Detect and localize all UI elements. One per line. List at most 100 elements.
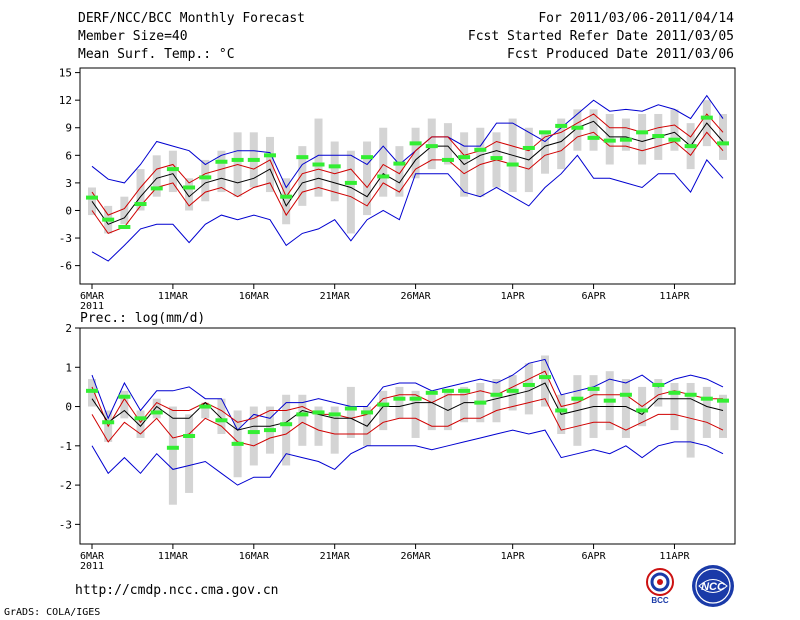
observed-marker <box>522 145 535 150</box>
forecast-period: For 2011/03/06-2011/04/14 <box>538 11 734 26</box>
observed-marker <box>474 147 487 152</box>
ncc-logo-text: NCC <box>701 581 726 593</box>
ensemble-box <box>621 118 630 151</box>
ensemble-box <box>719 113 727 160</box>
y-tick-label: -6 <box>59 260 72 273</box>
observed-marker <box>102 217 115 222</box>
ensemble-box <box>120 390 129 419</box>
observed-marker <box>490 156 503 161</box>
ensemble-box <box>427 394 436 431</box>
variable-label: Mean Surf. Temp.: °C <box>78 47 235 62</box>
observed-marker <box>296 155 309 160</box>
observed-marker <box>231 441 244 446</box>
observed-marker <box>377 402 390 407</box>
observed-marker <box>571 125 584 130</box>
ensemble-box <box>670 109 679 151</box>
x-tick-label: 11APR <box>659 551 690 562</box>
observed-marker <box>652 382 665 387</box>
observed-marker <box>134 202 147 207</box>
y-tick-label: 12 <box>59 94 72 107</box>
ensemble-box <box>443 123 452 165</box>
x-tick-label: 1APR <box>501 551 526 562</box>
ensemble-box <box>282 178 291 225</box>
observed-marker <box>183 434 196 438</box>
ensemble-box <box>719 394 727 438</box>
observed-marker <box>571 396 584 401</box>
observed-marker <box>668 390 681 395</box>
observed-marker <box>587 386 600 391</box>
observed-marker <box>619 137 632 142</box>
ensemble-box <box>363 141 372 216</box>
y-tick-label: 1 <box>65 361 72 374</box>
series-line-mean-std <box>91 131 724 235</box>
x-tick-label: 21MAR <box>320 291 351 302</box>
observed-marker <box>555 123 568 128</box>
observed-marker <box>603 138 616 143</box>
observed-marker <box>166 167 179 172</box>
x-tick-label: 6APR <box>582 551 607 562</box>
observed-marker <box>717 398 729 403</box>
observed-marker <box>441 157 454 162</box>
x-tick-label: 16MAR <box>239 551 270 562</box>
observed-marker <box>150 186 163 191</box>
observed-marker <box>199 175 212 180</box>
source-url[interactable]: http://cmdp.ncc.cma.gov.cn <box>75 583 279 598</box>
observed-marker <box>361 410 374 415</box>
series-line-max <box>91 358 724 431</box>
observed-marker <box>118 394 131 399</box>
observed-marker <box>215 159 228 164</box>
y-tick-label: 6 <box>65 149 72 162</box>
ensemble-box <box>654 379 663 407</box>
grads-credit: GrADS: COLA/IGES <box>4 607 101 618</box>
x-tick-label: 11APR <box>659 291 690 302</box>
x-tick-label: 16MAR <box>239 291 270 302</box>
observed-marker <box>506 388 519 393</box>
observed-marker <box>280 422 293 427</box>
ensemble-box <box>395 386 404 419</box>
chart-title: DERF/NCC/BCC Monthly Forecast <box>78 11 305 26</box>
ensemble-box <box>265 136 274 193</box>
observed-marker <box>199 404 212 409</box>
observed-marker <box>458 388 471 393</box>
fcst-produced-date: Fcst Produced Date 2011/03/06 <box>507 47 734 62</box>
observed-marker <box>684 144 697 149</box>
x-tick-label: 21MAR <box>320 551 351 562</box>
plot-frame <box>79 67 736 285</box>
ensemble-box <box>524 363 533 415</box>
ensemble-box <box>282 394 291 466</box>
ensemble-box <box>330 141 339 202</box>
observed-marker <box>393 161 406 166</box>
observed-marker <box>377 174 390 179</box>
ensemble-box <box>541 355 550 407</box>
observed-marker <box>506 162 519 167</box>
year-label: 2011 <box>80 561 104 572</box>
y-tick-label: -3 <box>59 232 72 245</box>
observed-marker <box>361 155 374 160</box>
ensemble-box <box>573 109 582 151</box>
ensemble-box <box>476 127 485 197</box>
observed-marker <box>636 408 649 413</box>
ensemble-box <box>379 390 388 431</box>
observed-marker <box>247 157 260 162</box>
observed-marker <box>231 157 244 162</box>
observed-marker <box>328 412 341 417</box>
x-tick-label: 6MAR <box>80 291 105 302</box>
ensemble-box <box>589 109 598 151</box>
observed-marker <box>409 141 422 146</box>
observed-marker <box>717 141 729 146</box>
observed-marker <box>539 130 552 135</box>
observed-marker <box>247 430 260 435</box>
ensemble-box <box>330 406 339 454</box>
ensemble-box <box>686 382 695 458</box>
panel-title: Prec.: log(mm/d) <box>80 311 205 326</box>
observed-marker <box>215 418 228 423</box>
observed-marker <box>134 416 147 421</box>
ensemble-box <box>185 414 194 493</box>
x-tick-label: 26MAR <box>401 551 432 562</box>
ensemble-box <box>168 150 177 193</box>
observed-marker <box>684 392 697 397</box>
ensemble-box <box>88 187 96 216</box>
observed-marker <box>539 375 552 380</box>
bcc-logo: BCC <box>640 565 680 605</box>
ensemble-box <box>249 406 258 466</box>
